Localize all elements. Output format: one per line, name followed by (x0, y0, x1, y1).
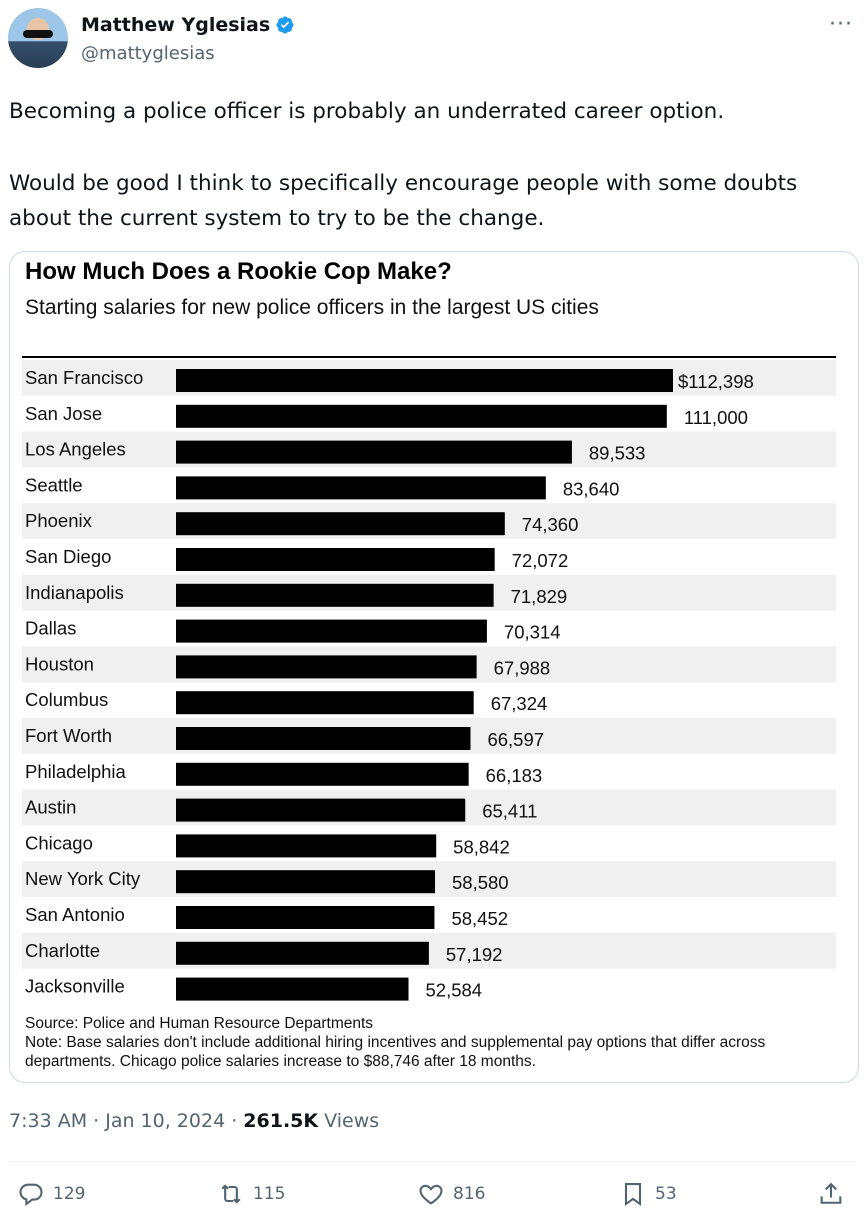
chart-source: Source: Police and Human Resource Depart… (25, 1015, 374, 1032)
like-button[interactable]: 816 (417, 1180, 485, 1208)
repost-button[interactable]: 115 (217, 1180, 285, 1208)
sunglasses (23, 30, 53, 38)
value-label: 58,842 (453, 836, 510, 857)
category-label: San Francisco (25, 367, 143, 388)
value-label: 57,192 (446, 944, 503, 965)
tweet-line-1: Becoming a police officer is probably an… (9, 99, 725, 124)
salary-bar (176, 548, 495, 571)
author-name[interactable]: Matthew Yglesias (81, 14, 271, 36)
value-label: 74,360 (522, 514, 579, 535)
bar-chart: San Francisco $112,398 San Jose 111,000 Los … (22, 360, 836, 1001)
category-label: Phoenix (25, 510, 93, 531)
salary-bar (176, 727, 471, 750)
verified-badge-icon (276, 16, 294, 34)
category-label: San Antonio (25, 904, 125, 925)
value-label: $112,398 (678, 371, 754, 392)
repost-count: 115 (253, 1184, 286, 1204)
category-label: Houston (25, 653, 94, 674)
tweet-timestamp[interactable]: 7:33 AM · Jan 10, 2024 · (9, 1110, 244, 1132)
category-label: Fort Worth (25, 725, 112, 746)
value-label: 67,324 (491, 693, 548, 714)
like-count: 816 (453, 1184, 486, 1204)
views-label: Views (318, 1110, 380, 1132)
salary-bar (176, 762, 469, 786)
value-label: 72,072 (512, 550, 569, 571)
salary-bar (176, 404, 667, 428)
tweet-meta: 7:33 AM · Jan 10, 2024 · 261.5K Views (9, 1110, 379, 1132)
reply-button[interactable]: 129 (17, 1180, 85, 1208)
salary-bar (176, 512, 505, 536)
chart-image-card[interactable]: How Much Does a Rookie Cop Make? Startin… (9, 251, 859, 1083)
value-label: 67,988 (494, 657, 551, 678)
category-label: Dallas (25, 618, 76, 639)
author-name-row[interactable]: Matthew Yglesias (81, 14, 295, 36)
salary-bar (176, 440, 572, 464)
salary-bar (176, 977, 409, 1001)
value-label: 71,829 (511, 586, 568, 607)
category-label: Los Angeles (25, 439, 126, 460)
salary-bar (176, 476, 546, 500)
salary-bar (176, 941, 429, 965)
salary-bar (176, 655, 477, 679)
views-count: 261.5K (243, 1110, 319, 1132)
value-label: 70,314 (504, 622, 561, 643)
salary-bar (176, 691, 474, 715)
value-label: 66,183 (486, 765, 543, 786)
value-label: 58,580 (452, 872, 509, 893)
bookmark-button[interactable]: 53 (619, 1180, 677, 1208)
reply-icon (19, 1183, 43, 1206)
category-label: Chicago (25, 832, 93, 853)
bookmark-count: 53 (655, 1184, 677, 1204)
salary-bar (176, 798, 466, 822)
author-handle[interactable]: @mattyglesias (81, 43, 215, 64)
value-label: 65,411 (482, 801, 537, 822)
value-label: 52,584 (426, 980, 483, 1001)
value-label: 83,640 (563, 478, 620, 499)
value-label: 89,533 (589, 443, 646, 464)
category-label: San Diego (25, 546, 111, 567)
salary-bar (176, 619, 487, 643)
row-stripe (22, 932, 836, 969)
share-icon (820, 1182, 842, 1204)
category-label: New York City (25, 868, 141, 889)
share-button[interactable] (817, 1180, 845, 1208)
category-label: Indianapolis (25, 582, 124, 603)
salary-bar (176, 583, 494, 607)
value-label: 66,597 (487, 729, 544, 750)
chart-title: How Much Does a Rookie Cop Make? (25, 258, 452, 285)
heart-icon (419, 1184, 443, 1205)
chart-source-notes: Source: Police and Human Resource Depart… (25, 1014, 835, 1071)
chart-top-rule (22, 356, 836, 358)
tweet-text: Becoming a police officer is probably an… (9, 94, 854, 236)
chart-subtitle: Starting salaries for new police officer… (25, 296, 599, 319)
category-label: Columbus (25, 689, 108, 710)
value-label: 58,452 (451, 908, 508, 929)
salary-bar (176, 870, 436, 894)
salary-bar (176, 369, 673, 392)
salary-bar (176, 834, 437, 858)
category-label: Jacksonville (25, 976, 125, 997)
category-label: Austin (25, 797, 76, 818)
category-label: Philadelphia (25, 761, 127, 782)
value-label: 111,000 (684, 407, 748, 428)
bookmark-icon (624, 1183, 642, 1206)
reply-count: 129 (53, 1184, 86, 1204)
chart-note: Note: Base salaries don't include additi… (25, 1034, 766, 1070)
category-label: Charlotte (25, 940, 100, 961)
category-label: San Jose (25, 403, 102, 424)
more-options-icon[interactable]: ··· (829, 12, 853, 37)
category-label: Seattle (25, 474, 83, 495)
salary-bar (176, 906, 435, 929)
avatar[interactable] (8, 8, 68, 68)
repost-icon (221, 1184, 241, 1204)
tweet-header: Matthew Yglesias @mattyglesias ··· (8, 8, 857, 70)
action-bar: 129 115 816 53 (17, 1180, 857, 1216)
divider (9, 1161, 857, 1162)
tweet-line-2: Would be good I think to specifically en… (9, 171, 798, 231)
